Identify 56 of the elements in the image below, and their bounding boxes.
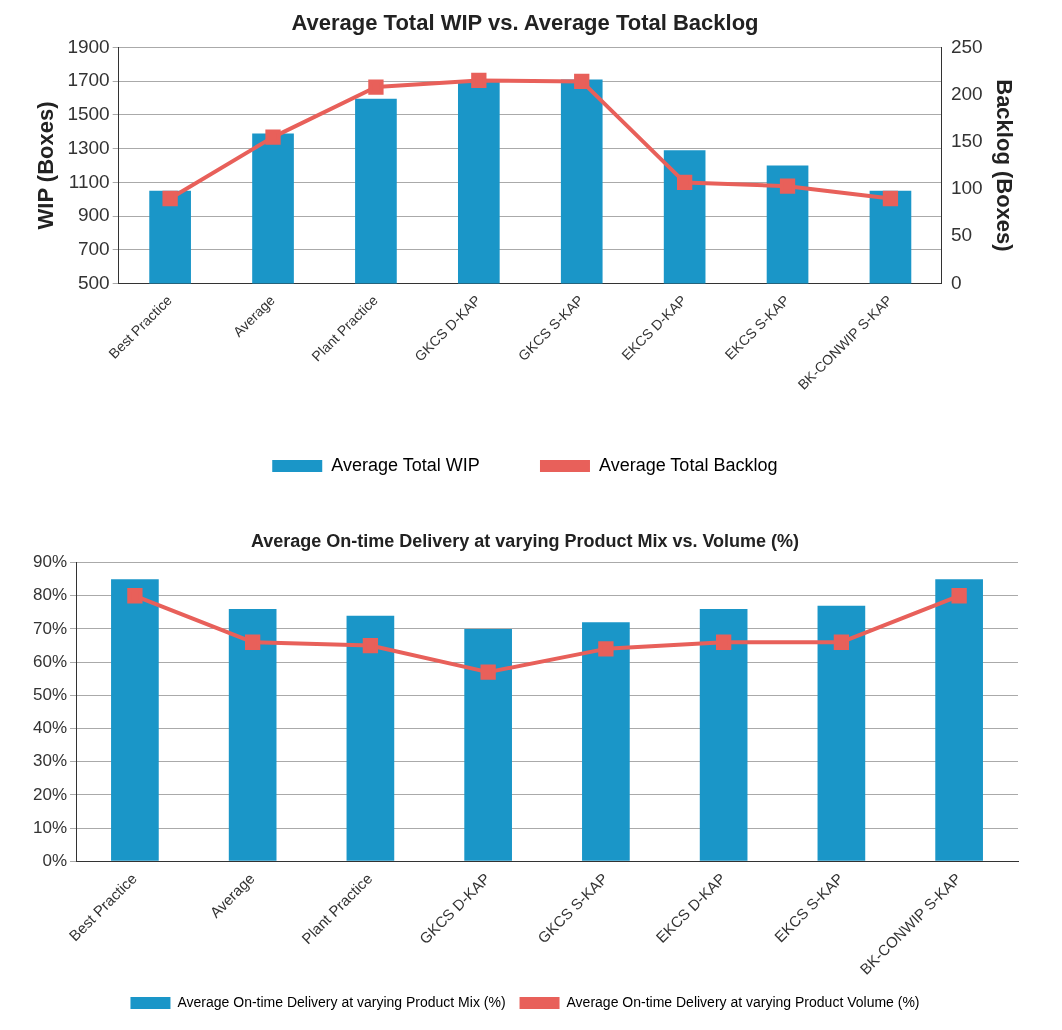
point <box>676 174 693 191</box>
y-tick-label: 1300 <box>67 136 110 158</box>
y-tick-label: 20% <box>32 784 68 804</box>
point <box>265 129 281 145</box>
legend-label: Average On-time Delivery at varying Product Mix (%) <box>177 993 506 1010</box>
y-tick-label: 1100 <box>68 170 110 192</box>
bar <box>228 609 277 861</box>
y-tick-label: 700 <box>77 237 110 259</box>
point <box>480 664 496 680</box>
bar <box>699 609 748 861</box>
y-tick-label: 900 <box>77 204 110 226</box>
point <box>471 72 487 89</box>
y2-tick-label: 200 <box>950 82 983 104</box>
y-tick-label: 1500 <box>67 103 110 125</box>
y2-tick-label: 50 <box>950 224 973 246</box>
legend-label: Average On-time Delivery at varying Product Volume (%) <box>566 993 920 1010</box>
point <box>882 190 899 207</box>
y-tick-label: 70% <box>32 618 68 638</box>
bar <box>935 579 983 861</box>
point <box>598 641 614 657</box>
y-tick-label: 50% <box>32 685 68 704</box>
point <box>779 178 796 194</box>
y-tick-label: 500 <box>77 271 110 293</box>
legend-label: Average Total Backlog <box>598 454 778 475</box>
y-tick-label: 80% <box>32 585 68 605</box>
point <box>368 79 384 95</box>
point <box>951 588 967 604</box>
point <box>574 73 590 90</box>
y-tick-label: 0% <box>42 850 68 870</box>
chart-title: Average Total WIP vs. Average Total Backlog <box>291 10 759 36</box>
legend-label: Average Total WIP <box>331 454 480 475</box>
point <box>715 634 732 650</box>
y2-axis-title: Backlog (Boxes) <box>991 79 1017 252</box>
y2-tick-label: 0 <box>950 271 962 293</box>
point <box>362 637 379 654</box>
y-tick-label: 90% <box>32 552 68 572</box>
point <box>833 634 850 650</box>
y-tick-label: 60% <box>32 651 68 671</box>
y2-tick-label: 100 <box>950 177 983 199</box>
y2-tick-label: 250 <box>950 35 983 57</box>
point <box>244 634 261 650</box>
bar <box>582 622 630 861</box>
y2-tick-label: 150 <box>950 130 983 152</box>
y-axis-title: WIP (Boxes) <box>33 101 59 230</box>
y-tick-label: 1700 <box>67 69 110 91</box>
y-tick-label: 30% <box>32 751 68 771</box>
bar <box>464 628 512 861</box>
y-tick-label: 10% <box>32 817 68 837</box>
y-tick-label: 40% <box>32 718 68 738</box>
y-tick-label: 1900 <box>67 35 110 57</box>
bar <box>111 579 159 861</box>
bar <box>817 605 866 861</box>
bar <box>346 615 395 861</box>
point <box>162 190 178 207</box>
chart-title: Average On-time Delivery at varying Product Mix vs. Volume (%) <box>250 530 800 551</box>
point <box>127 588 143 604</box>
